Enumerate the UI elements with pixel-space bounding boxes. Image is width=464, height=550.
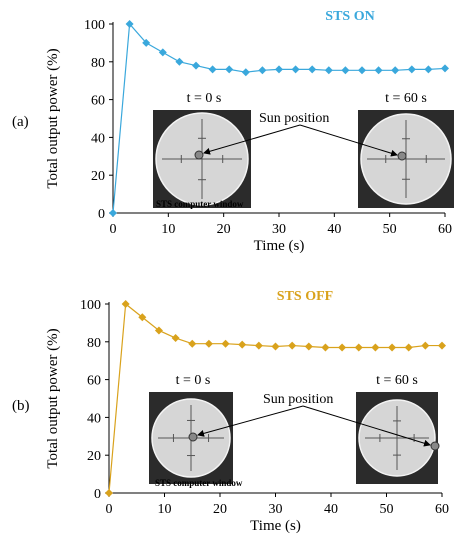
- panel-b: (b) STS OFF 0 20 40 60 80 100 0 10 20 30 40 50 60 Time …: [12, 289, 449, 534]
- y-tick-label: 100: [84, 18, 105, 33]
- data-point: [192, 61, 200, 70]
- inset-right: [358, 110, 454, 208]
- data-point: [354, 343, 363, 352]
- data-point: [291, 65, 300, 74]
- data-point: [374, 66, 383, 75]
- x-tick-label: 50: [380, 502, 394, 517]
- data-point: [208, 65, 217, 74]
- x-tick-label: 60: [435, 502, 449, 517]
- sun-spot: [397, 151, 407, 161]
- sun-spot: [194, 150, 204, 160]
- data-point: [391, 66, 400, 75]
- data-point: [404, 343, 413, 352]
- inset-left-label: t = 0 s: [176, 373, 211, 388]
- inset-caption: STS computer window: [155, 478, 243, 488]
- x-tick-label: 30: [269, 502, 283, 517]
- x-tick-label: 10: [161, 222, 175, 237]
- data-point: [424, 65, 433, 74]
- panel-label: (b): [12, 398, 30, 414]
- data-point: [158, 48, 167, 57]
- x-tick-label: 30: [272, 222, 286, 237]
- inset-right-label: t = 60 s: [385, 91, 427, 106]
- x-tick-label: 50: [383, 222, 397, 237]
- x-tick-label: 40: [324, 502, 338, 517]
- data-point: [371, 343, 380, 352]
- data-point: [105, 489, 113, 497]
- panel-label: (a): [12, 114, 29, 130]
- sun-spot: [430, 441, 440, 451]
- sun-spot: [188, 432, 198, 442]
- y-tick-label: 0: [98, 207, 105, 222]
- data-point: [288, 341, 297, 350]
- data-point: [154, 326, 163, 335]
- y-tick-label: 40: [91, 131, 105, 146]
- x-tick-label: 10: [158, 502, 172, 517]
- x-tick-label: 0: [106, 502, 113, 517]
- sun-arrow-right: [299, 124, 398, 157]
- data-point: [338, 343, 347, 352]
- data-point: [188, 339, 197, 348]
- sun-arrow-left: [197, 405, 304, 437]
- x-axis-title: Time (s): [254, 238, 305, 254]
- data-point: [358, 66, 366, 75]
- x-tick-label: 60: [438, 222, 452, 237]
- y-tick-label: 80: [91, 56, 105, 71]
- data-point: [254, 341, 263, 350]
- data-point: [138, 313, 147, 322]
- sun-position-label: Sun position: [263, 392, 333, 407]
- y-tick-label: 60: [91, 94, 105, 109]
- data-point: [171, 334, 180, 343]
- data-point: [324, 66, 333, 75]
- data-point: [304, 342, 313, 351]
- inset-right: [356, 392, 440, 484]
- y-tick-label: 20: [87, 449, 101, 464]
- y-axis-title: Total output power (%): [45, 328, 61, 468]
- data-point: [441, 64, 449, 73]
- data-point: [221, 339, 230, 348]
- x-tick-label: 0: [110, 222, 117, 237]
- data-point: [258, 66, 267, 75]
- inset-left: [149, 392, 233, 484]
- inset-caption: STS computer window: [156, 199, 244, 209]
- y-tick-label: 80: [87, 336, 101, 351]
- data-point: [341, 66, 350, 75]
- chart-title: STS ON: [325, 9, 374, 24]
- data-point: [308, 65, 317, 74]
- y-tick-label: 60: [87, 374, 101, 389]
- x-tick-label: 20: [217, 222, 231, 237]
- inset-right-label: t = 60 s: [376, 373, 418, 388]
- data-point: [407, 65, 416, 74]
- data-point: [238, 340, 247, 349]
- data-point: [121, 300, 130, 308]
- x-tick-label: 20: [213, 502, 227, 517]
- data-point: [388, 343, 397, 352]
- y-tick-label: 20: [91, 169, 105, 184]
- data-point: [109, 209, 117, 217]
- data-point: [175, 57, 184, 66]
- x-tick-label: 40: [327, 222, 341, 237]
- data-point: [321, 343, 330, 352]
- data-point: [438, 341, 446, 350]
- sun-position-label: Sun position: [259, 111, 329, 126]
- data-point: [241, 68, 250, 77]
- x-axis-title: Time (s): [250, 518, 301, 534]
- inset-left-label: t = 0 s: [187, 91, 222, 106]
- data-point: [125, 20, 134, 28]
- y-tick-label: 40: [87, 411, 101, 426]
- panel-a: (a) STS ON 0 20 40 60 80 100 0 10 20 30 40 50 60 Time (…: [12, 9, 454, 254]
- data-point: [275, 65, 283, 74]
- data-point: [421, 341, 430, 350]
- inset-left: [153, 110, 251, 208]
- data-point: [271, 342, 280, 351]
- y-axis-title: Total output power (%): [45, 48, 61, 188]
- data-point: [142, 38, 151, 47]
- y-tick-label: 100: [80, 298, 101, 313]
- chart-title: STS OFF: [277, 289, 333, 304]
- sun-arrow-right: [302, 405, 431, 447]
- sun-arrow-left: [203, 124, 301, 155]
- data-point: [204, 339, 213, 348]
- y-tick-label: 0: [94, 487, 101, 502]
- data-point: [225, 65, 234, 74]
